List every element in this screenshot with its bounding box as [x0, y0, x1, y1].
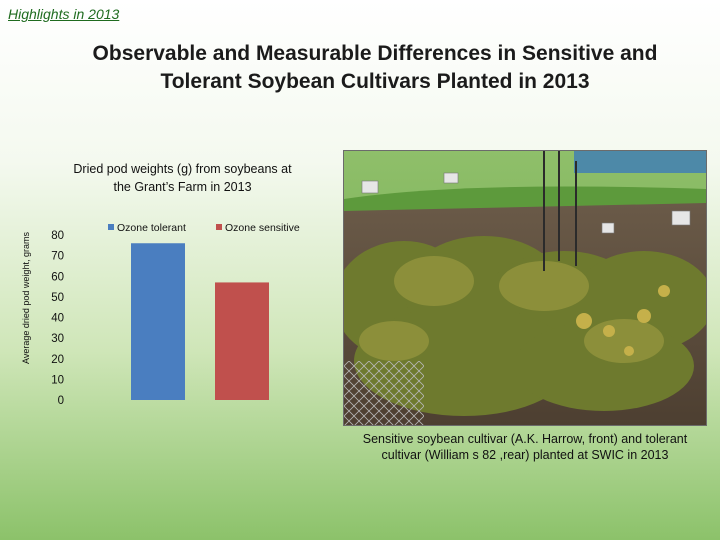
y-tick-label: 80 [51, 230, 64, 242]
legend-label: Ozone sensitive [225, 222, 300, 234]
y-axis-label: Average dried pod weight, grams [21, 232, 31, 364]
y-tick-label: 0 [58, 395, 64, 407]
photo-caption: Sensitive soybean cultivar (A.K. Harrow,… [340, 431, 710, 463]
y-tick-label: 70 [51, 251, 64, 263]
chart-title: Dried pod weights (g) from soybeans at t… [50, 160, 315, 196]
legend-swatch [216, 224, 222, 230]
photo-caption-line1: Sensitive soybean cultivar (A.K. Harrow,… [362, 432, 688, 446]
slide-title: Observable and Measurable Differences in… [60, 40, 690, 96]
y-tick-label: 50 [51, 292, 64, 304]
y-tick-label: 40 [51, 313, 64, 325]
highlights-link[interactable]: Highlights in 2013 [8, 6, 120, 22]
y-tick-label: 10 [51, 374, 64, 386]
y-tick-label: 20 [51, 354, 64, 366]
soybean-plot-photo [343, 150, 707, 426]
y-tick-label: 60 [51, 271, 64, 283]
slide-title-line2: Tolerant Soybean Cultivars Planted in 20… [160, 70, 590, 93]
chart-title-line2: the Grant’s Farm in 2013 [113, 180, 252, 194]
photo-caption-line2: cultivar (William s 82 ,rear) planted at… [381, 448, 669, 462]
bar-ozone-sensitive [215, 282, 269, 400]
slide-title-line1: Observable and Measurable Differences in… [92, 42, 658, 65]
chart-title-line1: Dried pod weights (g) from soybeans at [73, 162, 292, 176]
bar-chart: 0 10 20 30 40 50 60 70 80 Ozone tolerant Ozone sen… [51, 222, 300, 407]
legend-label: Ozone tolerant [117, 222, 186, 234]
y-axis-label-text: Average dried pod weight, grams [21, 232, 31, 364]
bar-ozone-tolerant [131, 243, 185, 400]
y-tick-label: 30 [51, 333, 64, 345]
legend-swatch [108, 224, 114, 230]
